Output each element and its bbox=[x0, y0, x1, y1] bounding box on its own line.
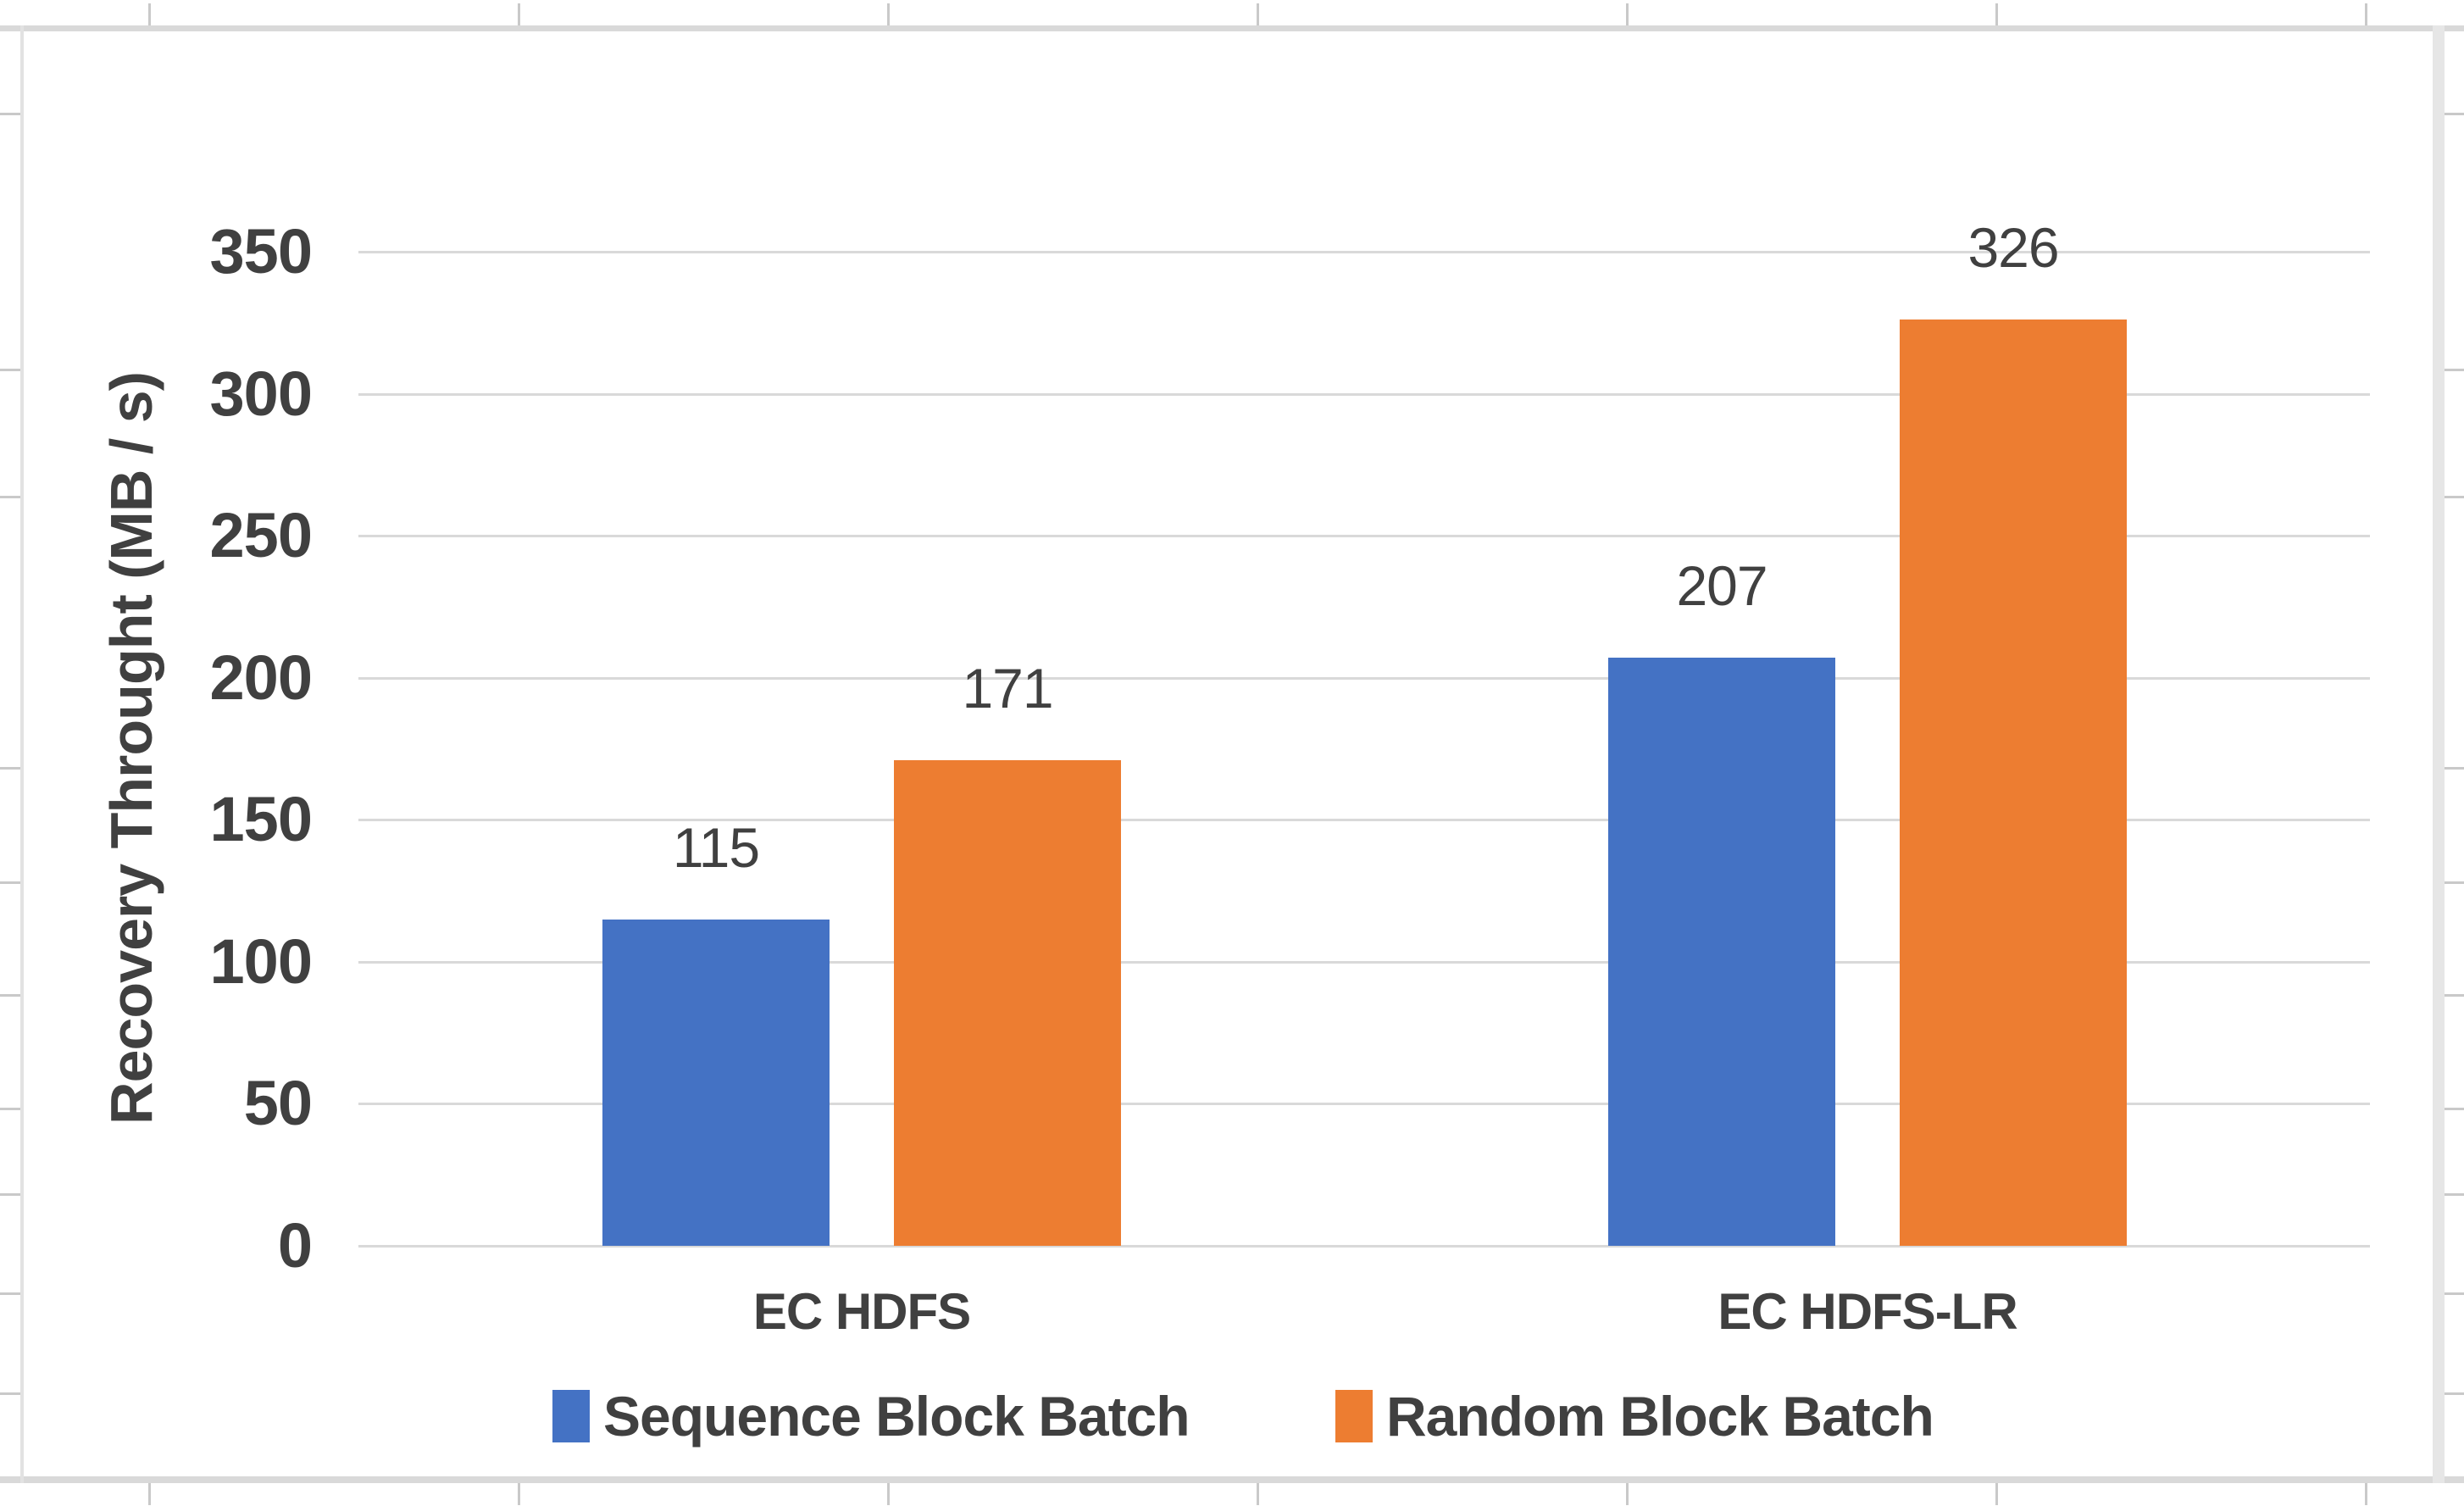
worksheet-gridline-stub bbox=[2365, 3, 2367, 25]
data-label-random-block-batch-ec-hdfs: 171 bbox=[962, 657, 1053, 720]
worksheet-gridline-stub bbox=[1257, 1483, 1259, 1505]
worksheet-gridline-stub bbox=[2445, 881, 2464, 884]
worksheet-gridline-stub bbox=[0, 767, 20, 770]
category-label-ec-hdfs-lr: EC HDFS-LR bbox=[1718, 1283, 2017, 1340]
y-tick-label-100: 100 bbox=[209, 925, 313, 997]
gridline-300 bbox=[358, 392, 2370, 396]
worksheet-gridline-stub bbox=[0, 1292, 20, 1295]
worksheet-gridline-stub bbox=[148, 1483, 151, 1505]
legend-swatch-icon-sequence-block-batch bbox=[552, 1390, 590, 1442]
gridline-150 bbox=[358, 819, 2370, 822]
worksheet-gridline-stub bbox=[0, 881, 20, 884]
worksheet-gridline-stub bbox=[518, 3, 520, 25]
gridline-100 bbox=[358, 960, 2370, 964]
worksheet-gridline-stub bbox=[2445, 113, 2464, 115]
y-tick-label-250: 250 bbox=[209, 500, 313, 571]
worksheet-gridline-stub bbox=[0, 496, 20, 498]
worksheet-gridline-stub bbox=[2445, 1193, 2464, 1196]
worksheet-gridline-stub bbox=[0, 113, 20, 115]
data-label-sequence-block-batch-ec-hdfs-lr: 207 bbox=[1676, 554, 1768, 617]
worksheet-gridline-stub bbox=[0, 369, 20, 371]
worksheet-gridline-stub bbox=[887, 1483, 890, 1505]
gridline-0 bbox=[358, 1245, 2370, 1248]
bar-sequence-block-batch-ec-hdfs-lr bbox=[1608, 658, 1835, 1246]
y-tick-label-300: 300 bbox=[209, 358, 313, 429]
bar-random-block-batch-ec-hdfs-lr bbox=[1900, 320, 2127, 1246]
category-label-ec-hdfs: EC HDFS bbox=[752, 1283, 971, 1340]
y-tick-label-150: 150 bbox=[209, 784, 313, 855]
bar-sequence-block-batch-ec-hdfs bbox=[602, 920, 830, 1246]
chart-frame-bottom-border bbox=[0, 1476, 2464, 1483]
legend-label-sequence-block-batch: Sequence Block Batch bbox=[603, 1385, 1190, 1448]
legend-swatch-icon-random-block-batch bbox=[1335, 1390, 1373, 1442]
gridline-350 bbox=[358, 251, 2370, 253]
worksheet-gridline-stub bbox=[0, 1392, 20, 1395]
y-tick-label-350: 350 bbox=[209, 216, 313, 286]
worksheet-gridline-stub bbox=[1257, 3, 1259, 25]
worksheet-gridline-stub bbox=[1626, 3, 1629, 25]
gridline-50 bbox=[358, 1103, 2370, 1106]
y-axis-title: Recovery Throught (MB / s) bbox=[98, 372, 164, 1125]
worksheet-gridline-stub bbox=[1995, 3, 1998, 25]
worksheet-gridline-stub bbox=[1626, 1483, 1629, 1505]
worksheet-gridline-stub bbox=[2445, 1392, 2464, 1395]
worksheet-gridline-stub bbox=[0, 994, 20, 997]
worksheet-gridline-stub bbox=[518, 1483, 520, 1505]
y-tick-label-0: 0 bbox=[277, 1210, 313, 1281]
worksheet-gridline-stub bbox=[2445, 496, 2464, 498]
worksheet-gridline-stub bbox=[2445, 1292, 2464, 1295]
gridline-250 bbox=[358, 535, 2370, 538]
worksheet-gridline-stub bbox=[1995, 1483, 1998, 1505]
worksheet-gridline-stub bbox=[887, 3, 890, 25]
worksheet-gridline-stub bbox=[0, 1193, 20, 1196]
bar-random-block-batch-ec-hdfs bbox=[894, 760, 1121, 1246]
chart-frame-top-border bbox=[0, 25, 2464, 31]
y-tick-label-200: 200 bbox=[209, 642, 313, 713]
gridline-200 bbox=[358, 676, 2370, 680]
data-label-sequence-block-batch-ec-hdfs: 115 bbox=[672, 816, 760, 879]
worksheet-gridline-stub bbox=[2365, 1483, 2367, 1505]
chart-frame-left-border bbox=[20, 25, 24, 1483]
worksheet-gridline-stub bbox=[2445, 1108, 2464, 1110]
worksheet-gridline-stub bbox=[0, 1108, 20, 1110]
legend-label-random-block-batch: Random Block Batch bbox=[1386, 1385, 1934, 1448]
y-tick-label-50: 50 bbox=[243, 1068, 313, 1139]
worksheet-gridline-stub bbox=[2445, 994, 2464, 997]
chart-frame-right-border bbox=[2433, 25, 2445, 1483]
worksheet-gridline-stub bbox=[2445, 369, 2464, 371]
worksheet-gridline-stub bbox=[148, 3, 151, 25]
data-label-random-block-batch-ec-hdfs-lr: 326 bbox=[1967, 216, 2059, 279]
worksheet-gridline-stub bbox=[2445, 767, 2464, 770]
